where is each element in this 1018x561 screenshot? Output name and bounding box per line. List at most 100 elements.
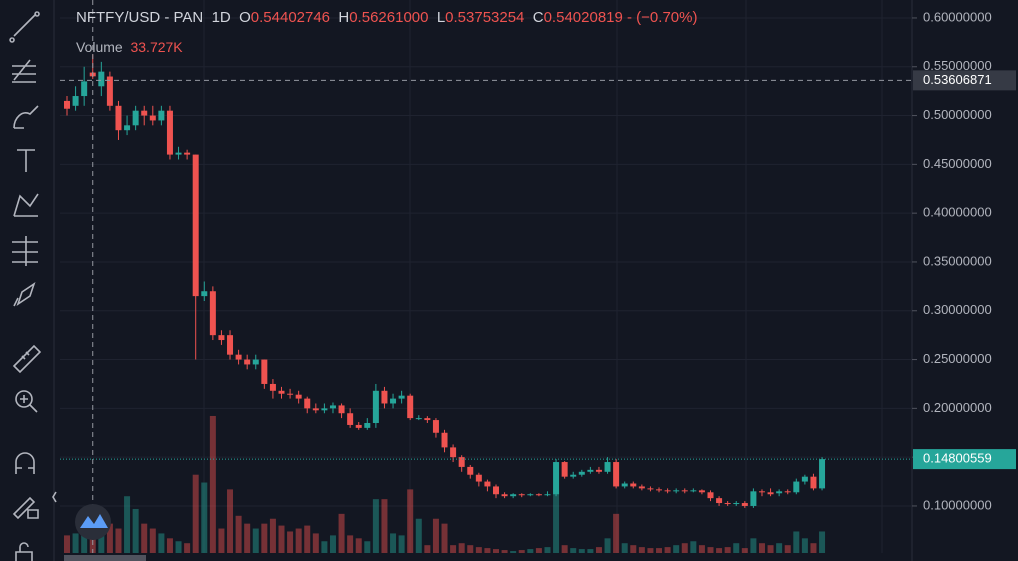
volume-bar <box>64 535 70 553</box>
y-tick-label: 0.50000000 <box>923 107 992 122</box>
candle-body <box>510 494 517 497</box>
crosshair-tag <box>913 70 1016 91</box>
y-tick-label: 0.35000000 <box>923 253 992 268</box>
volume-bar <box>638 547 645 553</box>
candle-body <box>261 359 268 384</box>
volume-bar <box>166 538 173 553</box>
candle-body <box>587 469 594 472</box>
candle-body <box>141 110 148 116</box>
candle-body <box>149 115 156 121</box>
candle-body <box>269 383 276 391</box>
volume-bar <box>510 551 517 553</box>
volume-bar <box>527 549 534 553</box>
volume-bar <box>664 547 671 553</box>
volume-bar <box>295 528 302 553</box>
last-price-label: 0.14800559 <box>923 451 992 466</box>
candle-body <box>304 398 311 409</box>
volume-bar <box>415 518 422 553</box>
volume-bar <box>106 523 113 553</box>
y-tick-label: 0.20000000 <box>923 400 992 415</box>
volume-bar <box>450 545 457 553</box>
candle-body <box>381 390 388 404</box>
candle-body <box>578 471 585 475</box>
volume-bar <box>209 415 216 553</box>
candle-body <box>132 110 139 126</box>
volume-bar <box>269 518 276 553</box>
candle-body <box>329 405 336 409</box>
volume-bar <box>158 533 165 553</box>
volume-bar <box>501 550 508 553</box>
y-tick-label: 0.40000000 <box>923 205 992 220</box>
volume-bar <box>175 541 182 553</box>
volume-bar <box>124 496 131 553</box>
candle-body <box>235 354 242 360</box>
volume-bar <box>227 489 234 553</box>
candle-body <box>681 490 688 492</box>
candle-body <box>450 447 457 458</box>
candle-body <box>166 110 173 155</box>
candle-body <box>724 503 731 505</box>
candle-body <box>201 291 208 297</box>
volume-bar <box>493 549 499 553</box>
candle-body <box>321 408 328 411</box>
candle-body <box>415 418 422 420</box>
candle-body <box>758 491 765 493</box>
candle-body <box>638 486 645 489</box>
volume-bar <box>98 535 105 553</box>
volume-bar <box>750 538 757 553</box>
volume-bar <box>72 533 79 553</box>
volume-bar <box>810 543 817 553</box>
volume-bar <box>553 489 560 553</box>
candle-body <box>664 490 671 492</box>
volume-bar <box>741 548 748 553</box>
volume-bar <box>244 523 251 553</box>
crosshair-label: 0.53606871 <box>923 72 992 87</box>
candle-body <box>810 476 817 489</box>
scrollbar[interactable] <box>64 555 146 561</box>
candle-body <box>604 462 611 472</box>
volume-bar <box>570 548 577 553</box>
h-value: 0.56261000 <box>349 9 429 26</box>
l-value: 0.53753254 <box>445 9 525 26</box>
candle-body <box>741 503 748 506</box>
volume-bar <box>432 518 439 553</box>
candle-body <box>570 474 577 477</box>
toolbar-icons[interactable] <box>9 11 57 561</box>
change: - (−0.70%) <box>627 9 698 26</box>
candle-body <box>750 491 757 506</box>
o-value: 0.54402746 <box>250 9 331 26</box>
candle-body <box>527 494 534 496</box>
candle-body <box>475 474 482 482</box>
candle-body <box>467 466 474 475</box>
y-tick-label: 0.45000000 <box>923 156 992 171</box>
o-key: O <box>239 9 251 26</box>
legend: NFTFY/USD - PAN 1D O0.54402746 H0.562610… <box>76 9 697 26</box>
candle-body <box>776 491 783 494</box>
volume-bar <box>287 531 294 553</box>
candle-body <box>784 491 791 493</box>
volume-bar <box>355 538 362 553</box>
volume-bar <box>407 489 414 553</box>
logo[interactable] <box>75 504 111 540</box>
volume-bar <box>690 541 697 553</box>
candle-body <box>287 393 294 395</box>
candle-body <box>244 359 251 365</box>
volume-key: Volume <box>76 39 123 55</box>
volume-bar <box>776 543 783 553</box>
volume-bar <box>621 543 628 553</box>
volume-bar <box>141 523 148 553</box>
candle-body <box>338 405 345 414</box>
v-grid <box>203 0 883 553</box>
candle-body <box>535 494 542 496</box>
volume-bar <box>656 548 663 553</box>
volume-bar <box>252 528 259 553</box>
candle-body <box>278 390 285 394</box>
candle-body <box>647 488 654 490</box>
candle-body <box>767 492 774 495</box>
volume-bar <box>278 525 285 553</box>
volume-bar <box>184 543 191 553</box>
volume-bar <box>587 549 594 553</box>
candle-body <box>364 422 371 428</box>
volume-bar <box>707 547 714 553</box>
